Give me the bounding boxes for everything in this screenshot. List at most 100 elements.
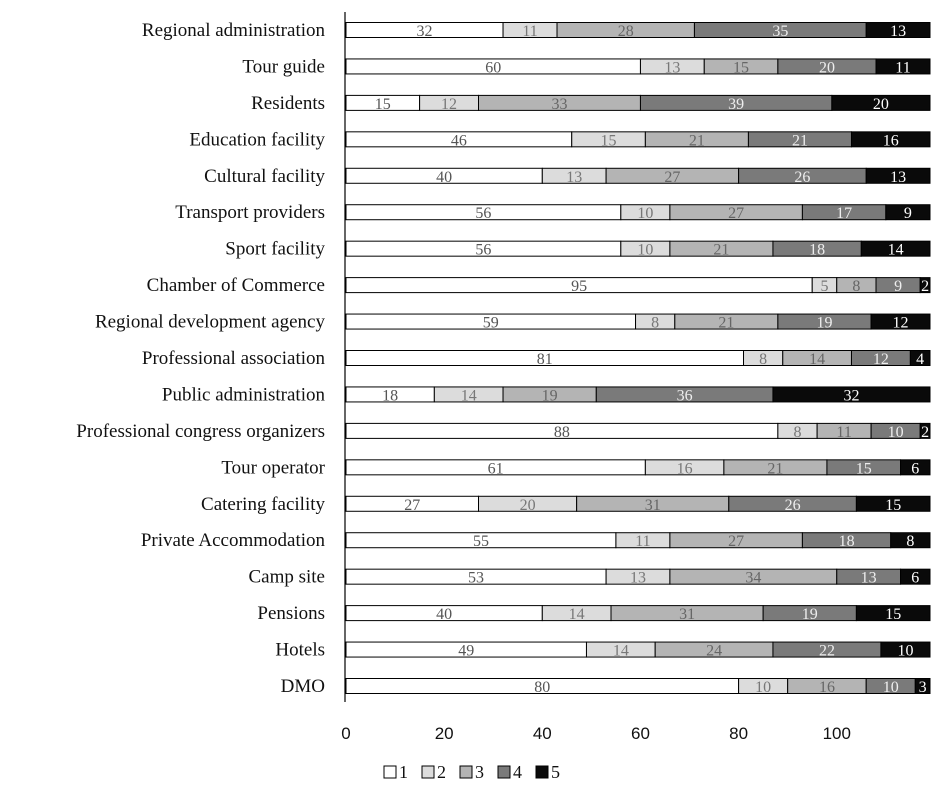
data-label: 22 [819,643,835,660]
data-label: 53 [468,570,484,587]
data-label: 56 [475,205,491,222]
data-label: 10 [755,679,771,696]
legend: 1 2 3 4 5 [383,762,560,782]
bar-segment-series-5 [919,277,931,294]
data-label: 61 [488,460,504,477]
bar-segment-series-5 [909,350,931,366]
legend-label: 2 [437,762,446,782]
data-label: 9 [904,205,912,222]
data-label: 10 [883,679,899,696]
data-label: 14 [809,351,825,368]
data-label: 17 [836,205,852,222]
data-label: 16 [677,460,693,477]
bar-segment-series-5 [865,22,931,38]
data-label: 21 [767,460,783,477]
data-label: 10 [637,205,653,222]
data-label: 33 [551,96,567,113]
data-label: 26 [794,169,810,186]
category-label: Private Accommodation [141,530,326,551]
category-label: Chamber of Commerce [147,275,325,296]
data-label: 8 [793,424,801,441]
category-label: Sport facility [225,239,325,260]
category-label: DMO [281,676,325,697]
category-label: Hotels [275,640,325,661]
legend-label: 4 [513,762,522,782]
data-label: 8 [906,533,914,550]
legend-label: 5 [551,762,560,782]
category-label: Camp site [248,567,325,588]
data-label: 3 [919,679,927,696]
data-label: 24 [706,643,722,660]
bar-segment-series-5 [860,240,931,257]
data-label: 46 [451,132,467,149]
data-label: 31 [645,497,661,514]
data-label: 40 [436,169,452,186]
data-label: 15 [856,460,872,477]
x-tick-label: 40 [533,724,552,743]
data-label: 4 [916,351,924,368]
data-label: 15 [375,96,391,113]
data-label: 11 [895,59,910,76]
data-label: 27 [664,169,680,186]
data-label: 15 [733,59,749,76]
bar-segment-series-5 [865,167,931,184]
category-label: Professional congress organizers [76,421,325,442]
bar-segment-series-5 [900,568,931,585]
bar-segment-series-5 [914,678,931,694]
data-label: 20 [819,59,835,76]
category-label: Education facility [189,129,325,150]
category-label: Regional administration [142,20,326,41]
data-label: 32 [417,23,433,40]
data-label: 20 [520,497,536,514]
data-label: 11 [635,533,650,550]
data-label: 31 [679,606,695,623]
data-label: 21 [689,132,705,149]
data-label: 8 [852,278,860,295]
data-label: 21 [713,242,729,259]
x-tick-label: 20 [435,724,454,743]
data-label: 2 [921,278,929,295]
data-label: 55 [473,533,489,550]
data-label: 18 [809,242,825,259]
data-label: 16 [819,679,835,696]
data-label: 13 [890,169,906,186]
legend-label: 1 [399,762,408,782]
data-label: 21 [718,315,734,332]
data-label: 39 [728,96,744,113]
data-label: 6 [911,570,919,587]
category-label: Pensions [257,603,325,624]
category-label: Cultural facility [204,166,325,187]
data-label: 14 [888,242,904,259]
category-label: Tour operator [221,457,325,478]
legend-swatch [535,765,549,779]
data-label: 15 [885,606,901,623]
category-label: Regional development agency [95,312,326,333]
data-label: 8 [759,351,767,368]
data-label: 11 [522,23,537,40]
data-label: 40 [436,606,452,623]
data-label: 14 [569,606,585,623]
data-label: 15 [885,497,901,514]
data-label: 21 [792,132,808,149]
legend-swatch [459,765,473,779]
data-label: 12 [441,96,457,113]
data-label: 10 [637,242,653,259]
data-label: 14 [461,387,477,404]
bar-segment-series-5 [880,641,931,658]
category-label: Public administration [162,384,326,405]
data-label: 5 [820,278,828,295]
category-label: Residents [251,93,325,114]
bar-segment-series-5 [890,532,931,549]
category-label: Transport providers [175,202,325,223]
bar-segment-series-5 [875,58,931,75]
data-label: 13 [890,23,906,40]
x-tick-label: 0 [341,724,350,743]
data-label: 19 [816,315,832,332]
data-label: 18 [839,533,855,550]
bar-segment-series-5 [870,313,931,330]
data-label: 81 [537,351,553,368]
data-label: 34 [745,570,761,587]
bar-segment-series-5 [855,605,931,622]
data-label: 13 [630,570,646,587]
